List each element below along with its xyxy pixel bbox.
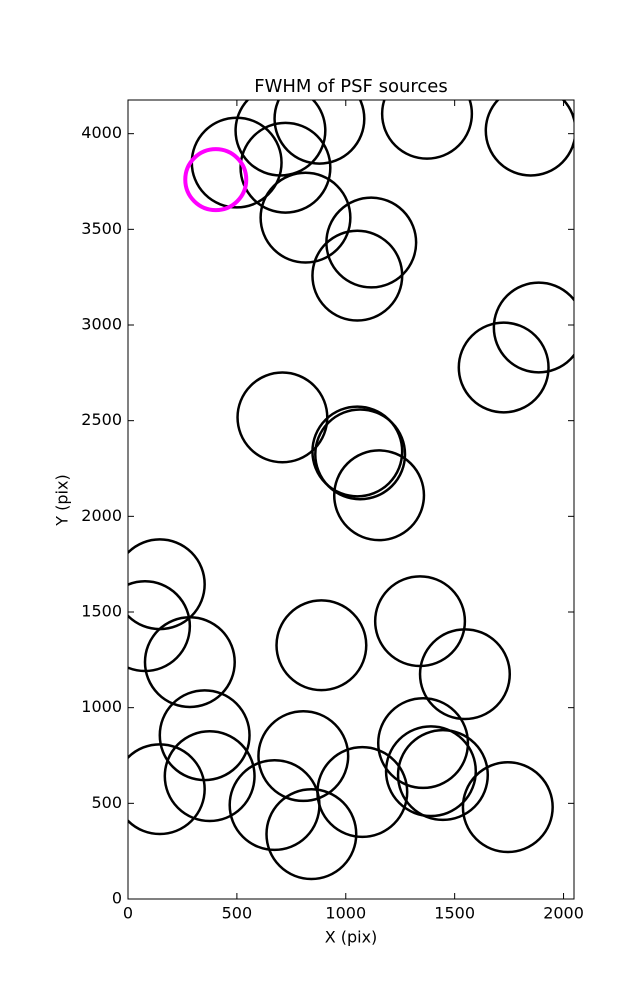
y-axis-label: Y (pix) bbox=[53, 474, 72, 526]
y-tick-label: 3500 bbox=[81, 219, 122, 238]
source-circle bbox=[376, 696, 470, 790]
x-tick-label: 2000 bbox=[543, 904, 584, 923]
chart-title: FWHM of PSF sources bbox=[254, 76, 448, 97]
source-circle bbox=[234, 100, 327, 177]
y-tick-label: 0 bbox=[112, 889, 122, 908]
source-circle bbox=[311, 405, 404, 498]
y-tick-label: 4000 bbox=[81, 123, 122, 142]
x-tick-label: 1500 bbox=[434, 904, 475, 923]
source-circle bbox=[484, 100, 574, 177]
source-circle bbox=[332, 449, 426, 542]
source-circle bbox=[163, 730, 256, 823]
source-circle bbox=[275, 599, 368, 692]
source-circle bbox=[183, 147, 249, 213]
x-tick-label: 0 bbox=[123, 904, 133, 923]
source-circle bbox=[418, 628, 512, 721]
source-circle bbox=[384, 725, 478, 818]
source-circle bbox=[311, 229, 404, 322]
source-circle bbox=[396, 728, 490, 822]
x-tick-label: 500 bbox=[222, 904, 253, 923]
y-tick-label: 2500 bbox=[81, 410, 122, 429]
source-circle bbox=[457, 321, 550, 414]
y-tick-label: 1000 bbox=[81, 697, 122, 716]
source-circle bbox=[492, 281, 574, 374]
plot-area bbox=[128, 100, 574, 881]
source-circle bbox=[265, 788, 358, 881]
y-tick-label: 3000 bbox=[81, 315, 122, 334]
source-circle bbox=[143, 616, 236, 709]
x-tick-label: 1000 bbox=[325, 904, 366, 923]
source-circle bbox=[239, 121, 332, 214]
source-circle bbox=[314, 408, 407, 501]
source-circle bbox=[461, 761, 554, 854]
y-tick-label: 500 bbox=[91, 793, 122, 812]
x-axis-label: X (pix) bbox=[325, 928, 378, 947]
source-circle bbox=[257, 709, 350, 803]
y-tick-label: 2000 bbox=[81, 506, 122, 525]
source-circle bbox=[259, 171, 352, 264]
plot-frame bbox=[127, 99, 575, 900]
source-circle bbox=[128, 743, 206, 836]
source-circle bbox=[316, 745, 409, 839]
source-circle bbox=[273, 100, 366, 165]
y-tick-label: 1500 bbox=[81, 602, 122, 621]
source-circle bbox=[380, 100, 474, 160]
